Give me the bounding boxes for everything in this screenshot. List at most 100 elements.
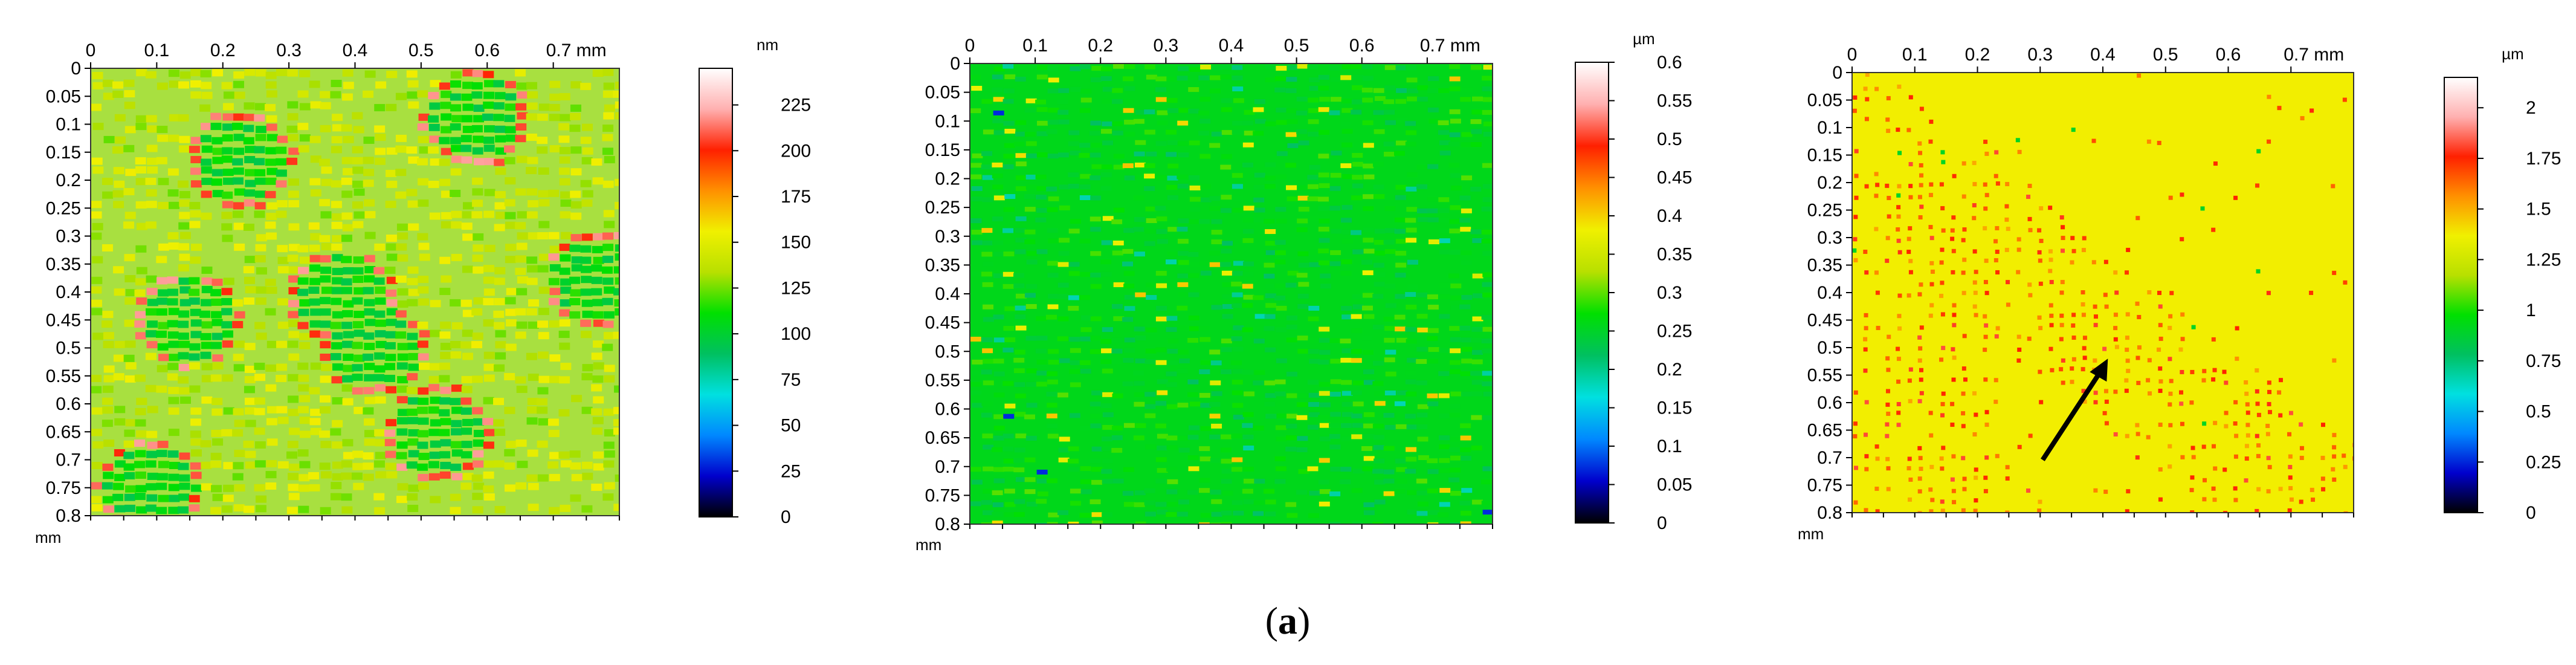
surface-cell bbox=[1242, 435, 1254, 440]
surface-cell bbox=[375, 471, 387, 479]
surface-cell bbox=[1373, 262, 1384, 268]
surface-cell bbox=[1373, 110, 1384, 115]
surface-cell bbox=[1089, 499, 1101, 505]
surface-cell bbox=[1276, 108, 1287, 113]
surface-cell bbox=[2071, 128, 2076, 132]
surface-cell bbox=[1057, 294, 1068, 299]
surface-cell bbox=[1287, 65, 1299, 70]
surface-cell bbox=[1265, 511, 1276, 517]
surface-cell bbox=[1024, 239, 1036, 244]
surface-cell bbox=[1210, 522, 1221, 524]
surface-cell bbox=[483, 429, 495, 436]
surface-cell bbox=[549, 93, 561, 101]
surface-cell bbox=[527, 449, 538, 457]
surface-cell bbox=[1481, 338, 1493, 343]
surface-cell bbox=[417, 233, 428, 241]
surface-cell bbox=[136, 517, 147, 524]
surface-cell bbox=[560, 191, 572, 199]
surface-cell bbox=[276, 158, 287, 166]
surface-cell bbox=[1919, 282, 1923, 287]
surface-cell bbox=[2113, 270, 2118, 275]
surface-cell bbox=[1853, 421, 1858, 426]
surface-cell bbox=[244, 199, 255, 207]
surface-cell bbox=[613, 331, 619, 339]
surface-cell bbox=[1471, 359, 1483, 365]
surface-cell bbox=[418, 397, 429, 405]
surface-cell bbox=[343, 365, 354, 372]
surface-cell bbox=[1308, 119, 1319, 125]
surface-cell bbox=[473, 115, 485, 123]
surface-cell bbox=[299, 134, 311, 142]
surface-cell bbox=[1482, 510, 1493, 515]
surface-cell bbox=[1135, 423, 1146, 429]
surface-cell bbox=[439, 375, 450, 383]
surface-cell bbox=[1481, 238, 1493, 244]
surface-cell bbox=[395, 320, 407, 328]
surface-cell bbox=[1363, 510, 1375, 516]
surface-cell bbox=[1296, 447, 1308, 452]
surface-cell bbox=[1200, 270, 1212, 276]
surface-cell bbox=[201, 145, 213, 153]
surface-cell bbox=[581, 299, 593, 307]
surface-cell bbox=[1308, 392, 1320, 398]
surface-cell bbox=[1427, 164, 1439, 169]
surface-cell bbox=[190, 210, 201, 218]
surface-cell bbox=[439, 288, 451, 296]
surface-cell bbox=[310, 362, 321, 370]
surface-cell bbox=[615, 253, 619, 261]
surface-cell bbox=[158, 495, 169, 502]
surface-cell bbox=[537, 113, 548, 121]
surface-cell bbox=[1919, 204, 1924, 209]
surface-cell bbox=[1155, 141, 1167, 146]
surface-cell bbox=[429, 363, 441, 371]
surface-cell bbox=[1416, 358, 1427, 364]
surface-cell bbox=[1383, 478, 1395, 484]
surface-cell bbox=[1918, 346, 1923, 351]
surface-cell bbox=[1961, 424, 1966, 429]
surface-cell bbox=[386, 276, 398, 284]
surface-cell bbox=[1374, 194, 1385, 199]
surface-cell bbox=[1015, 325, 1027, 331]
surface-cell bbox=[1416, 412, 1428, 418]
surface-cell bbox=[211, 332, 223, 340]
surface-cell bbox=[1002, 381, 1014, 386]
surface-cell bbox=[286, 507, 298, 514]
surface-cell bbox=[1470, 142, 1482, 148]
surface-cell bbox=[1308, 216, 1319, 221]
surface-cell bbox=[168, 473, 179, 481]
surface-cell bbox=[353, 406, 365, 414]
surface-cell bbox=[1047, 273, 1059, 278]
surface-cell bbox=[1113, 154, 1125, 159]
surface-cell bbox=[1917, 476, 1922, 481]
surface-cell bbox=[201, 212, 212, 220]
surface-cell bbox=[592, 177, 604, 185]
surface-cell bbox=[1939, 182, 1944, 187]
surface-cell bbox=[517, 516, 528, 524]
surface-cell bbox=[397, 232, 408, 240]
surface-cell bbox=[1906, 128, 1911, 132]
y-tick-label: 0.15 bbox=[1807, 146, 1842, 166]
surface-cell bbox=[1047, 371, 1058, 377]
surface-cell bbox=[2070, 260, 2074, 265]
surface-cell bbox=[992, 490, 1003, 496]
surface-cell bbox=[1036, 249, 1048, 255]
surface-cell bbox=[1166, 489, 1178, 495]
surface-cell bbox=[1351, 195, 1363, 201]
surface-cell bbox=[1896, 205, 1901, 210]
surface-cell bbox=[526, 265, 538, 273]
surface-cell bbox=[364, 308, 375, 316]
surface-cell bbox=[134, 289, 146, 297]
surface-cell bbox=[92, 256, 103, 264]
surface-cell bbox=[375, 330, 386, 338]
surface-cell bbox=[604, 450, 615, 458]
surface-cell bbox=[309, 330, 321, 338]
surface-cell bbox=[1384, 391, 1396, 396]
surface-cell bbox=[146, 450, 158, 458]
surface-cell bbox=[569, 276, 581, 284]
surface-cell bbox=[1352, 183, 1363, 189]
surface-cell bbox=[407, 200, 419, 208]
surface-cell bbox=[604, 429, 615, 437]
surface-cell bbox=[419, 146, 430, 154]
x-tick-label: 0.3 bbox=[2027, 45, 2053, 65]
surface-cell bbox=[123, 440, 135, 448]
